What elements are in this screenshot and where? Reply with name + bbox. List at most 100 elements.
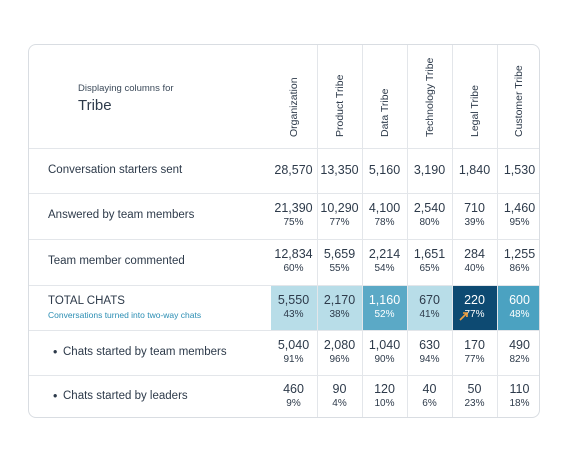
column-divider: [317, 45, 318, 417]
cell-value: 1,460: [503, 201, 536, 215]
cell-percent: 75%: [283, 217, 304, 228]
column-divider: [452, 45, 453, 417]
highlight-cell: [407, 285, 452, 330]
cell-percent: 55%: [329, 263, 350, 274]
cell-percent: 90%: [374, 353, 395, 365]
cell-percent: 40%: [464, 263, 485, 274]
cell-value: 1,651: [413, 247, 446, 261]
cell-value: 1,160: [368, 292, 401, 307]
cell-value: 1,530: [503, 162, 536, 177]
trend-icon: [459, 308, 469, 321]
cell-percent: 65%: [419, 263, 440, 274]
cell-value: 490: [509, 337, 530, 352]
cell-percent: 95%: [509, 217, 530, 228]
title: Tribe: [78, 97, 112, 114]
cell-percent: 38%: [329, 308, 350, 320]
caption: Displaying columns for: [78, 83, 174, 94]
row-label: Team member commented: [48, 255, 185, 267]
row-label: TOTAL CHATS: [48, 294, 125, 307]
cell-percent: 18%: [509, 398, 530, 409]
cell-value: 5,160: [368, 162, 401, 177]
cell-percent: 9%: [286, 398, 301, 409]
cell-percent: 60%: [283, 263, 304, 274]
cell-percent: 43%: [283, 308, 304, 320]
row-divider: [29, 239, 539, 240]
cell-value: 2,214: [368, 247, 401, 261]
cell-value: 10,290: [320, 201, 359, 215]
highlight-cell: [362, 285, 407, 330]
cell-value: 90: [332, 382, 347, 396]
cell-value: 40: [422, 382, 437, 396]
cell-value: 3,190: [413, 162, 446, 177]
highlight-cell: [497, 285, 539, 330]
cell-percent: 80%: [419, 217, 440, 228]
cell-value: 1,840: [458, 162, 491, 177]
cell-value: 220: [464, 292, 485, 307]
cell-percent: 10%: [374, 398, 395, 409]
column-header: Data Tribe: [378, 88, 391, 137]
row-label: Chats started by leaders: [63, 390, 188, 402]
cell-value: 170: [464, 337, 485, 352]
row-divider: [29, 285, 539, 286]
column-header: Technology Tribe: [423, 57, 436, 137]
cell-percent: 48%: [509, 308, 530, 320]
cell-value: 670: [419, 292, 440, 307]
column-divider: [362, 45, 363, 417]
cell-value: 5,040: [277, 337, 310, 352]
cell-percent: 94%: [419, 353, 440, 365]
cell-percent: 6%: [422, 398, 437, 409]
cell-value: 460: [283, 382, 304, 396]
cell-value: 1,255: [503, 247, 536, 261]
cell-value: 5,659: [323, 247, 356, 261]
row-sublabel: Conversations turned into two-way chats: [48, 309, 202, 320]
cell-value: 710: [464, 201, 485, 215]
cell-percent: 39%: [464, 217, 485, 228]
row-divider: [29, 330, 539, 331]
column-header: Legal Tribe: [468, 85, 481, 137]
cell-percent: 91%: [283, 353, 304, 365]
cell-value: 1,040: [368, 337, 401, 352]
row-divider: [29, 193, 539, 194]
row-divider: [29, 375, 539, 376]
cell-percent: 4%: [332, 398, 347, 409]
cell-value: 21,390: [274, 201, 313, 215]
cell-percent: 77%: [329, 217, 350, 228]
highlight-cell: [452, 285, 497, 330]
cell-value: 2,080: [323, 337, 356, 352]
cell-value: 2,540: [413, 201, 446, 215]
row-label: Answered by team members: [48, 209, 195, 221]
column-header: Product Tribe: [333, 74, 346, 137]
cell-percent: 41%: [419, 308, 440, 320]
cell-value: 13,350: [320, 162, 359, 177]
cell-percent: 78%: [374, 217, 395, 228]
bullet: •: [53, 344, 58, 359]
cell-percent: 77%: [464, 308, 485, 320]
highlight-cell: [317, 285, 362, 330]
cell-value: 110: [509, 382, 530, 396]
cell-value: 5,550: [277, 292, 310, 307]
row-label: Conversation starters sent: [48, 163, 183, 176]
cell-value: 284: [464, 247, 485, 261]
cell-value: 2,170: [323, 292, 356, 307]
trend-arrow: [459, 312, 468, 321]
column-header: Customer Tribe: [513, 65, 525, 137]
column-header: Organization: [288, 77, 300, 137]
column-divider: [497, 45, 498, 417]
cell-value: 28,570: [274, 162, 313, 177]
cell-value: 600: [509, 292, 530, 307]
cell-percent: 54%: [374, 263, 395, 274]
cell-percent: 77%: [464, 353, 485, 365]
cell-value: 50: [467, 382, 482, 396]
cell-value: 4,100: [368, 201, 401, 215]
cell-percent: 96%: [329, 353, 350, 365]
cell-percent: 52%: [374, 308, 395, 320]
cell-value: 12,834: [274, 247, 313, 261]
column-divider: [407, 45, 408, 417]
cell-value: 630: [419, 337, 440, 352]
row-divider: [29, 148, 539, 149]
cell-percent: 86%: [509, 263, 530, 274]
table-card: Displaying columns for Tribe Organizatio…: [28, 44, 540, 418]
cell-percent: 23%: [464, 398, 485, 409]
bullet: •: [53, 389, 58, 403]
